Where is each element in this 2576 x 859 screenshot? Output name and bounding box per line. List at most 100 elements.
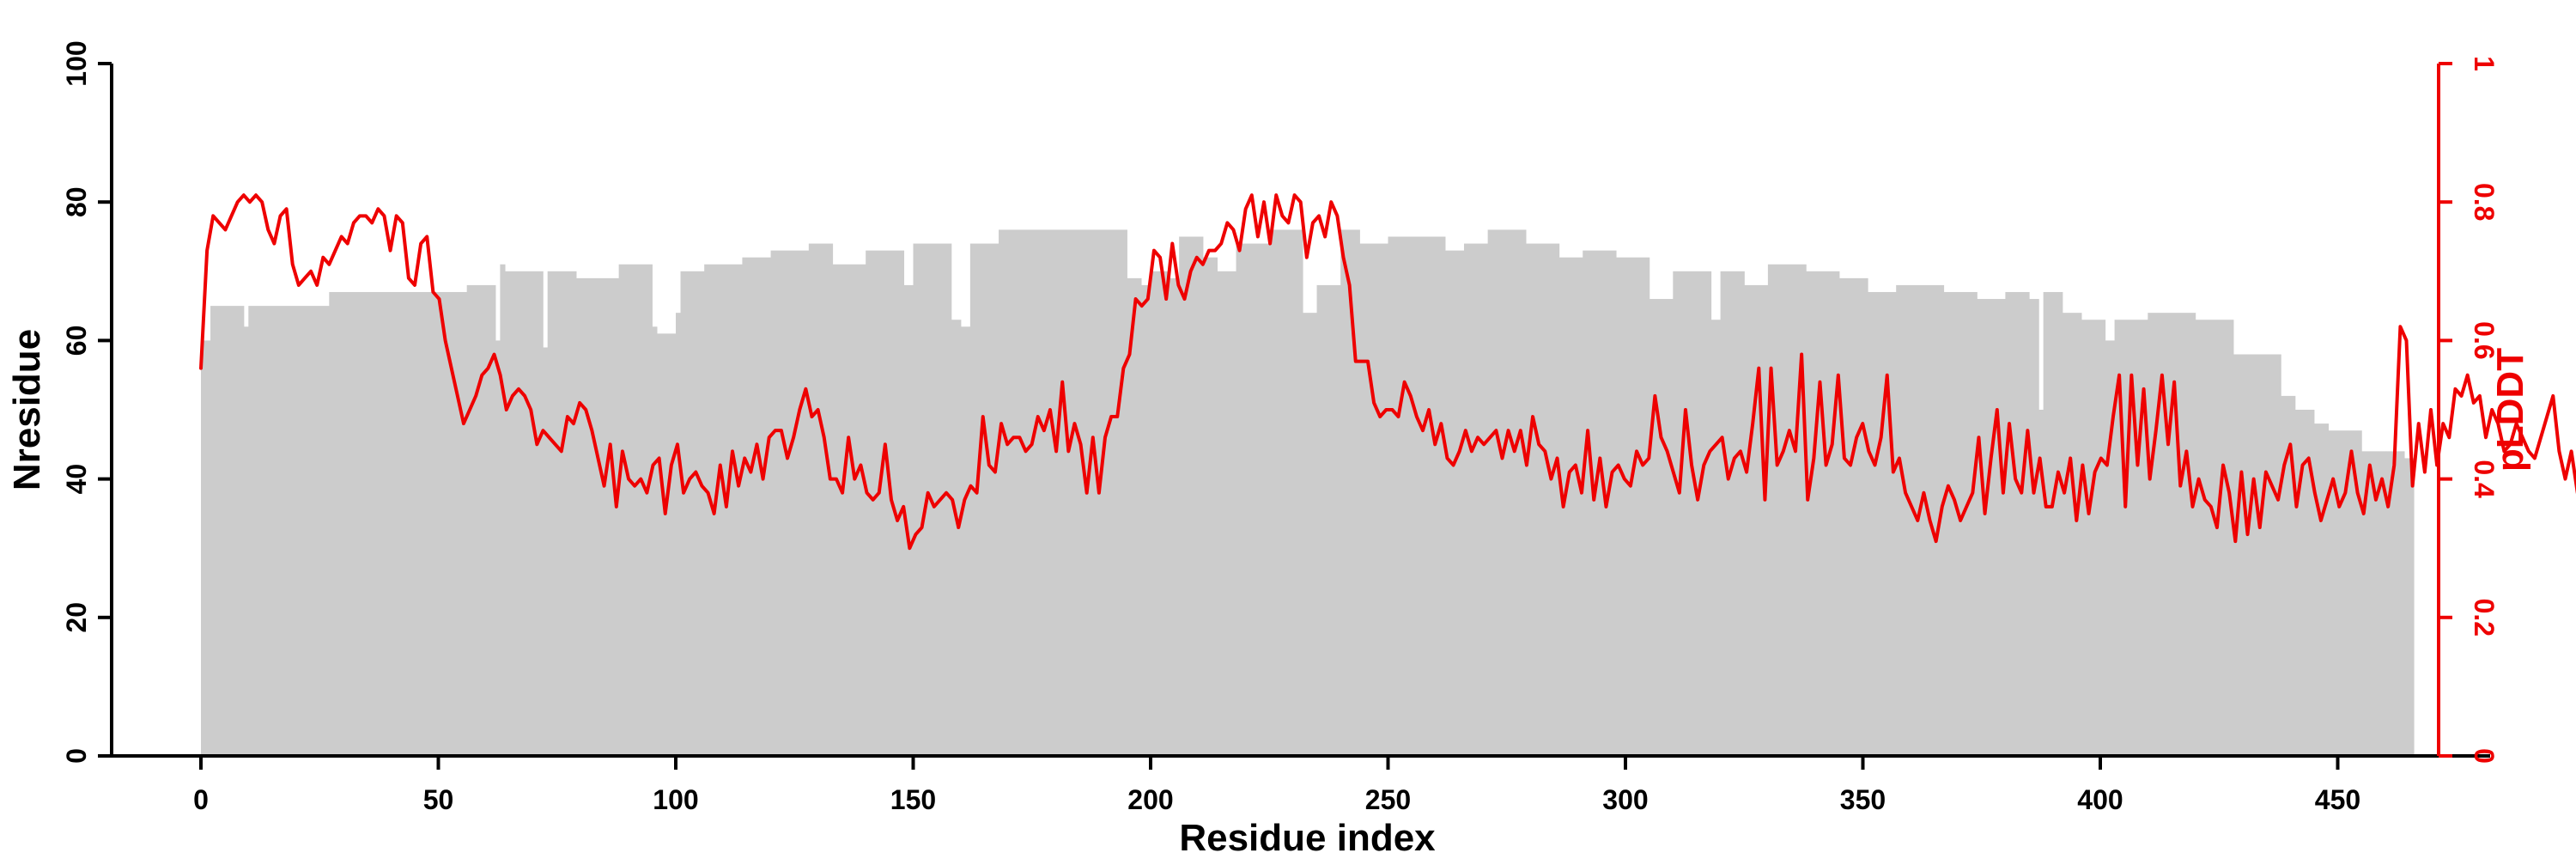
bar [808, 243, 834, 756]
x-tick-label: 100 [653, 784, 698, 815]
bar [1710, 320, 1722, 756]
bar [1767, 264, 1807, 756]
bar [1977, 299, 2006, 756]
y-left-tick-label: 60 [61, 326, 92, 356]
line-series [199, 193, 2576, 551]
bar [2385, 451, 2405, 756]
bar [1359, 243, 1389, 756]
bar [1236, 243, 1270, 756]
bar [1217, 271, 1237, 756]
bar [1463, 243, 1489, 756]
bar [999, 229, 1127, 756]
bar [742, 257, 772, 756]
bar [504, 271, 544, 756]
bar [770, 250, 810, 756]
bar [1316, 284, 1341, 756]
bar [1179, 236, 1204, 756]
bar [2105, 340, 2116, 756]
y-left-tick-label: 40 [61, 464, 92, 495]
bar [1140, 284, 1151, 756]
y-right-tick-label: 0.8 [2469, 183, 2500, 221]
x-tick-label: 50 [423, 784, 454, 815]
y-right-tick-label: 0.6 [2469, 321, 2500, 359]
bar [652, 326, 658, 756]
x-tick-label: 400 [2077, 784, 2123, 815]
x-tick-label: 150 [890, 784, 936, 815]
y-axis-label-left: Nresidue [6, 329, 48, 490]
bar [2062, 313, 2082, 756]
bar [2281, 395, 2296, 756]
bar [1673, 271, 1712, 756]
x-tick-label: 350 [1840, 784, 1886, 815]
y-right-tick-label: 1 [2469, 56, 2500, 71]
x-tick-label: 0 [193, 784, 209, 815]
bar [1269, 229, 1303, 756]
bar [676, 313, 682, 756]
bar [1720, 271, 1745, 756]
y-axis-label-right: pLDDT [2489, 348, 2531, 472]
y-right-tick-label: 0.4 [2469, 460, 2500, 498]
bar [1302, 313, 1318, 756]
bar [704, 264, 744, 756]
bar-series [201, 229, 2415, 757]
bar [575, 277, 620, 756]
bar [2294, 410, 2315, 756]
y-left-tick-label: 0 [61, 748, 92, 764]
bar [500, 264, 506, 756]
bar [1943, 291, 1978, 757]
bar [1388, 236, 1446, 756]
bar [1170, 277, 1180, 756]
bar [2233, 354, 2281, 756]
bar [2005, 291, 2030, 757]
bar [1487, 229, 1527, 756]
bar [2043, 291, 2063, 757]
bar [1127, 277, 1142, 756]
bar [951, 320, 962, 756]
axes [98, 62, 2490, 770]
bar [2403, 458, 2415, 756]
bar [866, 250, 905, 756]
bar [210, 306, 245, 757]
bar [618, 264, 653, 756]
bar [1838, 277, 1868, 756]
bar [1744, 284, 1769, 756]
bar [2081, 320, 2106, 756]
y-left-tick-label: 20 [61, 602, 92, 633]
y-right-tick-label: 0.2 [2469, 599, 2500, 637]
x-tick-label: 250 [1365, 784, 1411, 815]
bar [969, 243, 999, 756]
x-tick-label: 200 [1127, 784, 1173, 815]
bar [248, 306, 330, 757]
bar [1151, 271, 1170, 756]
bar [201, 340, 211, 756]
bar [903, 284, 914, 756]
bar [1649, 299, 1674, 756]
bar [1896, 284, 1945, 756]
bar [1583, 250, 1617, 756]
bar [2313, 423, 2330, 756]
x-tick-label: 300 [1602, 784, 1648, 815]
tick-labels: 0 50 100 150 200 250 300 350 400 450 0 20 40 60 80 100 0… [61, 40, 2500, 815]
bar [495, 340, 501, 756]
bar [243, 326, 249, 756]
bar [547, 271, 577, 756]
bar [1525, 243, 1560, 756]
bar [1444, 250, 1465, 756]
bar [2148, 313, 2196, 756]
bar [466, 284, 496, 756]
bar [543, 347, 549, 756]
x-tick-label: 450 [2315, 784, 2360, 815]
bar [1806, 271, 1840, 756]
bar [2195, 320, 2234, 756]
plddt-line [199, 193, 2576, 551]
bar [680, 271, 705, 756]
y-left-tick-label: 80 [61, 186, 92, 217]
bar [329, 291, 468, 757]
y-left-tick-label: 100 [61, 40, 92, 86]
bar [2038, 410, 2044, 756]
bar [960, 326, 971, 756]
x-axis-label: Residue index [1179, 817, 1436, 859]
bar [1868, 291, 1897, 757]
bar [832, 264, 866, 756]
